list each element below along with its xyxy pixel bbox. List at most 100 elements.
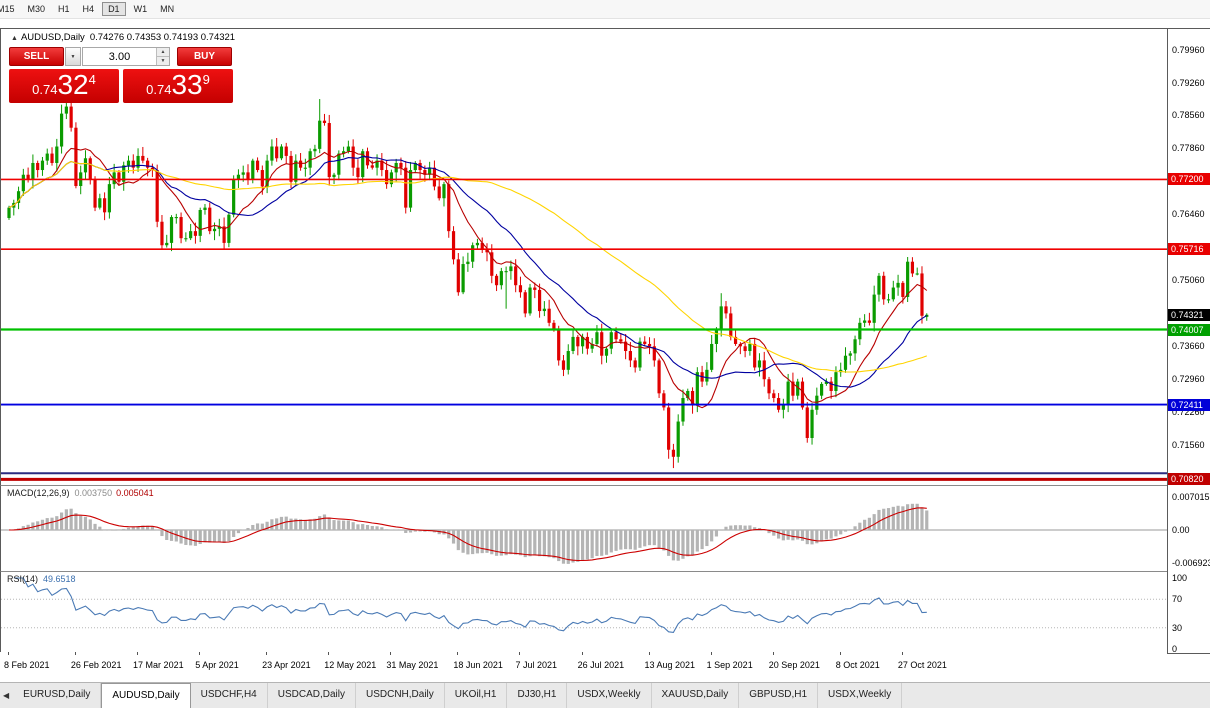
main-chart-panel[interactable]: ▲ AUDUSD,Daily 0.74276 0.74353 0.74193 0.7… [0,28,1168,485]
tab-usdcnh-daily[interactable]: USDCNH,Daily [355,683,445,708]
timeframe-d1[interactable]: D1 [102,2,126,16]
chart-title: ▲ AUDUSD,Daily 0.74276 0.74353 0.74193 0.7… [11,32,235,43]
rsi-panel[interactable]: RSI(14) 49.6518 [0,571,1168,653]
date-label: 27 Oct 2021 [897,660,947,670]
date-label: 5 Apr 2021 [195,660,239,670]
timeframe-mn[interactable]: MN [160,4,175,14]
one-click-trading-panel: SELL ▼ ▲ ▼ BUY 0.74324 0.74339 [9,47,239,103]
price-axis-tick: 0.77860 [1172,143,1205,154]
tab-xauusd-daily[interactable]: XAUUSD,Daily [651,683,740,708]
sell-price-prefix: 0.74 [32,82,58,97]
chart-ohlc-values: 0.74276 0.74353 0.74193 0.74321 [89,32,236,43]
price-axis-tick: 0.76460 [1172,209,1205,220]
date-tick [266,652,268,655]
rsi-label-row: RSI(14) 49.6518 [7,574,76,584]
sell-price-pip-digit: 4 [88,72,96,87]
date-tick [390,652,392,655]
tab-audusd-daily[interactable]: AUDUSD,Daily [101,683,191,708]
macd-canvas[interactable] [1,486,1168,571]
date-label: 8 Oct 2021 [835,660,880,670]
price-badge: 0.70820 [1168,473,1210,486]
timeframe-h1[interactable]: H1 [58,4,70,14]
macd-signal-value: 0.005041 [116,488,154,498]
tab-ukoil-h1[interactable]: UKOil,H1 [444,683,508,708]
buy-price-panel[interactable]: 0.74339 [123,69,233,103]
buy-price-pip-digit: 9 [202,72,210,87]
sell-price-panel[interactable]: 0.74324 [9,69,119,103]
tab-usdx-weekly[interactable]: USDX,Weekly [567,683,652,708]
price-axis-tick: 0.71560 [1172,439,1205,450]
macd-axis-label: -0.006923 [1172,557,1210,568]
price-axis-tick: 0.78560 [1172,110,1205,121]
macd-panel[interactable]: MACD(12,26,9) 0.003750 0.005041 [0,485,1168,571]
buy-price-big-digits: 33 [171,69,203,100]
date-tick [328,652,330,655]
date-tick [710,652,712,655]
date-tick [74,652,76,655]
price-badge: 0.75716 [1168,243,1210,256]
tab-gbpusd-h1[interactable]: GBPUSD,H1 [739,683,819,708]
time-axis[interactable]: 8 Feb 2021 26 Feb 2021 17 Mar 2021 5 Apr 20… [0,652,1167,682]
date-tick [772,652,774,655]
rsi-axis-label: 70 [1172,594,1183,605]
date-label: 31 May 2021 [386,660,439,670]
date-tick [199,652,201,655]
timeframe-w1[interactable]: W1 [133,4,148,14]
sell-button[interactable]: SELL [9,47,64,66]
macd-label-row: MACD(12,26,9) 0.003750 0.005041 [7,488,154,498]
main-chart-canvas[interactable] [1,29,1168,485]
price-axis-tick: 0.75060 [1172,275,1205,286]
volume-increase-button[interactable]: ▲ [157,48,169,57]
date-label: 8 Feb 2021 [4,660,50,670]
volume-input[interactable] [83,48,156,65]
chart-symbol-period: AUDUSD,Daily [20,32,85,43]
rsi-axis-label: 100 [1172,573,1188,583]
date-tick [137,652,139,655]
price-badge: 0.72411 [1168,398,1210,411]
chart-tab-bar: ◀ EURUSD,Daily AUDUSD,Daily USDCHF,H4 USDCA… [0,682,1210,708]
volume-field: ▲ ▼ [82,47,170,66]
sell-price-big-digits: 32 [57,69,89,100]
date-tick [901,652,903,655]
buy-button[interactable]: BUY [177,47,232,66]
chevron-down-icon: ▼ [70,53,76,60]
tab-dj30-h1[interactable]: DJ30,H1 [507,683,568,708]
date-label: 1 Sep 2021 [706,660,753,670]
price-axis[interactable]: 0.79960 0.79260 0.78560 0.77860 0.76460 0.750… [1167,28,1210,654]
timeframe-toolbar: M15 M30 H1 H4 D1 W1 MN [0,0,1210,19]
date-label: 12 May 2021 [324,660,377,670]
timeframe-h4[interactable]: H4 [82,4,95,14]
price-axis-tick: 0.79960 [1172,44,1205,55]
date-label: 26 Feb 2021 [70,660,122,670]
volume-dropdown-button[interactable]: ▼ [65,47,81,66]
date-tick [8,652,9,655]
price-axis-tick: 0.73660 [1172,340,1205,351]
price-axis-tick: 0.72260 [1172,406,1205,417]
price-axis-tick: 0.72960 [1172,373,1205,384]
date-label: 7 Jul 2021 [515,660,557,670]
macd-axis-label: 0.00 [1172,525,1190,535]
tab-usdcad-daily[interactable]: USDCAD,Daily [267,683,356,708]
price-badge: 0.74321 [1168,308,1210,321]
rsi-axis-label: 30 [1172,622,1183,633]
buy-price-prefix: 0.74 [146,82,172,97]
chart-shift-marker-icon: ▲ [11,35,18,42]
volume-decrease-button[interactable]: ▼ [157,57,169,65]
date-label: 26 Jul 2021 [577,660,625,670]
date-label: 20 Sep 2021 [768,660,820,670]
date-tick [581,652,583,655]
tab-usdchf-h4[interactable]: USDCHF,H4 [190,683,268,708]
tab-scroll-left-icon[interactable]: ◀ [3,691,10,700]
timeframe-m30[interactable]: M30 [27,4,46,14]
rsi-canvas[interactable] [1,572,1168,652]
rsi-axis-label: 0 [1172,644,1178,654]
macd-axis-label: 0.007015 [1172,492,1210,502]
macd-label: MACD(12,26,9) [7,488,70,498]
date-label: 13 Aug 2021 [644,660,696,670]
date-label: 17 Mar 2021 [133,660,184,670]
tab-eurusd-daily[interactable]: EURUSD,Daily [13,683,102,708]
tab-usdx-weekly[interactable]: USDX,Weekly [818,683,903,708]
date-label: 23 Apr 2021 [262,660,311,670]
timeframe-m15[interactable]: M15 [0,4,15,14]
